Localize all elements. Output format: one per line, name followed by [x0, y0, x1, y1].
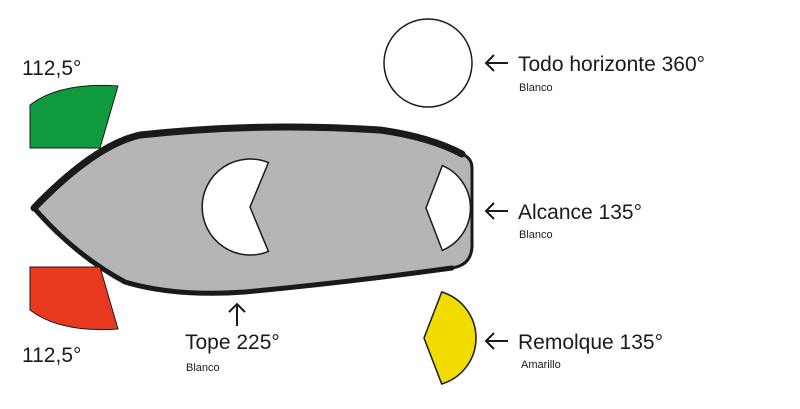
- all-round-light-title: Todo horizonte 360°: [518, 53, 705, 76]
- starboard-light-sector: [29, 84, 119, 149]
- boat-keel-edge: [31, 205, 455, 296]
- masthead-light-color: Blanco: [186, 362, 220, 374]
- towing-light-title: Remolque 135°: [518, 331, 663, 354]
- arrow-left-icon: [484, 332, 508, 350]
- masthead-light-title: Tope 225°: [185, 331, 280, 354]
- arrow-up-icon: [228, 302, 246, 326]
- towing-light-sector: [423, 291, 477, 385]
- masthead-light-sector: [201, 158, 270, 256]
- all-round-light-circle: [383, 18, 473, 108]
- port-angle-label: 112,5°: [22, 344, 81, 367]
- stern-light-color: Blanco: [519, 229, 553, 241]
- all-round-light-color: Blanco: [519, 82, 553, 94]
- towing-light-color: Amarillo: [521, 359, 561, 371]
- stern-light-sector: [425, 164, 472, 252]
- stern-light-title: Alcance 135°: [518, 201, 642, 224]
- starboard-angle-label: 112,5°: [22, 57, 81, 80]
- arrow-left-icon: [484, 54, 508, 72]
- boat-gunwale: [30, 123, 466, 212]
- port-light-sector: [29, 266, 119, 331]
- arrow-left-icon: [484, 202, 508, 220]
